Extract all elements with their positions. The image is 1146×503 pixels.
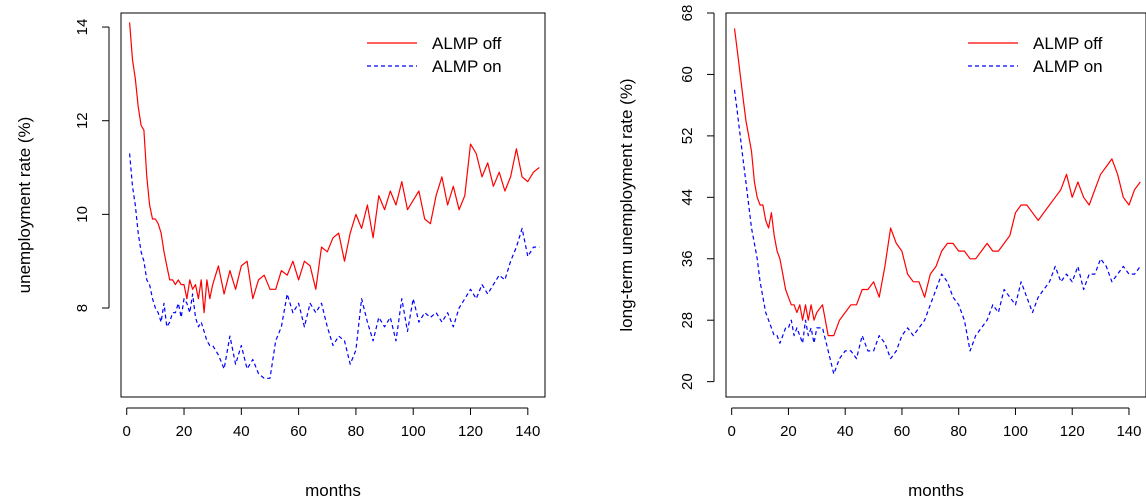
chart2-x-tick-label: 60 [894,423,911,440]
chart1-x-tick-label: 0 [123,423,131,440]
chart1-x-tick-label: 20 [176,423,193,440]
chart2-series-line-1 [733,28,1141,337]
chart2-x-tick-label: 0 [728,423,736,440]
chart2-y-tick-label: 44 [679,189,696,206]
chart1-x-tick-label: 120 [458,423,483,440]
chart2-x-tick-label: 40 [837,423,854,440]
chart2-y-axis-title: long-term unemployment rate (%) [617,78,636,331]
chart2-x-tick-label: 100 [1003,423,1028,440]
chart1-series-line-2 [129,153,540,379]
chart2-y-tick-label: 28 [679,312,696,329]
chart2-legend-label-2: ALMP on [1033,57,1103,76]
chart1-y-tick-label: 10 [74,206,91,223]
chart1-x-tick-label: 60 [290,423,307,440]
chart2-x-tick-label: 140 [1116,423,1141,440]
chart1-x-tick-label: 100 [401,423,426,440]
chart2-y-tick-label: 36 [679,250,696,267]
chart2-legend-label-1: ALMP off [1033,34,1103,53]
chart2-series-line-2 [733,89,1141,375]
chart1-legend-label-2: ALMP on [432,57,502,76]
chart1-legend-label-1: ALMP off [432,34,502,53]
chart2-plot-frame [725,12,1146,398]
chart2-x-tick-label: 120 [1060,423,1085,440]
chart1-y-axis-title: unemployment rate (%) [15,117,34,294]
chart2-y-tick-label: 68 [679,5,696,22]
chart1-y-tick-label: 8 [74,304,91,312]
chart1-x-axis-title: months [305,481,361,500]
chart2-y-tick-label: 20 [679,373,696,390]
chart2-y-tick-label: 60 [679,66,696,83]
chart1-x-tick-label: 80 [348,423,365,440]
chart2-y-tick-label: 52 [679,128,696,145]
chart2-x-tick-label: 20 [780,423,797,440]
chart1-x-tick-label: 140 [515,423,540,440]
chart1-y-tick-label: 12 [74,112,91,129]
chart1-x-tick-label: 40 [233,423,250,440]
chart1-y-tick-label: 14 [74,19,91,36]
chart2-x-axis-title: months [908,481,964,500]
chart1-plot-frame [120,12,546,398]
chart2-x-tick-label: 80 [950,423,967,440]
chart1-series-line-1 [129,22,540,314]
